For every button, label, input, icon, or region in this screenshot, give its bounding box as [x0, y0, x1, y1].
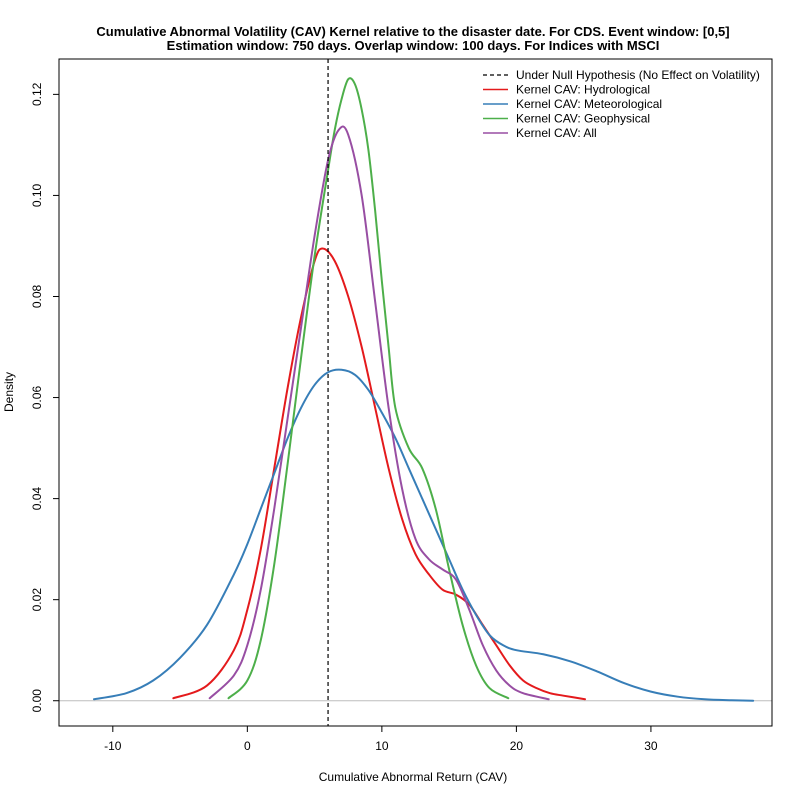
x-axis: -10 0 10 20 30: [104, 726, 658, 753]
x-tick-label: -10: [104, 739, 122, 753]
y-tick-label: 0.10: [30, 183, 44, 207]
y-axis-label: Density: [2, 372, 16, 412]
x-axis-label: Cumulative Abnormal Return (CAV): [319, 770, 508, 784]
series-line-kernel-cav-geophysical: [227, 77, 510, 700]
y-tick-label: 0.08: [30, 284, 44, 308]
series-line-kernel-cav-meteorological: [92, 368, 755, 702]
y-tick-label: 0.04: [30, 487, 44, 511]
legend-label: Kernel CAV: Geophysical: [516, 112, 650, 126]
x-tick-label: 0: [244, 739, 251, 753]
y-axis: 0.00 0.02 0.04 0.06 0.08 0.10 0.12: [30, 82, 59, 712]
plot-area: [59, 59, 772, 726]
chart-title: Cumulative Abnormal Volatility (CAV) Ker…: [96, 24, 729, 39]
legend-label: Kernel CAV: All: [516, 126, 597, 140]
series-line-kernel-cav-hydrological: [172, 247, 587, 701]
y-tick-label: 0.02: [30, 588, 44, 612]
y-tick-label: 0.00: [30, 689, 44, 713]
y-tick-label: 0.12: [30, 82, 44, 106]
legend: Under Null Hypothesis (No Effect on Vola…: [483, 68, 760, 140]
x-tick-label: 30: [644, 739, 658, 753]
y-tick-label: 0.06: [30, 386, 44, 410]
legend-label: Under Null Hypothesis (No Effect on Vola…: [516, 68, 760, 82]
legend-label: Kernel CAV: Meteorological: [516, 97, 662, 111]
chart-subtitle: Estimation window: 750 days. Overlap win…: [167, 38, 660, 53]
legend-label: Kernel CAV: Hydrological: [516, 83, 650, 97]
x-tick-label: 20: [510, 739, 524, 753]
x-tick-label: 10: [375, 739, 389, 753]
plot-frame: [58, 58, 773, 727]
series-line-kernel-cav-all: [208, 125, 550, 701]
